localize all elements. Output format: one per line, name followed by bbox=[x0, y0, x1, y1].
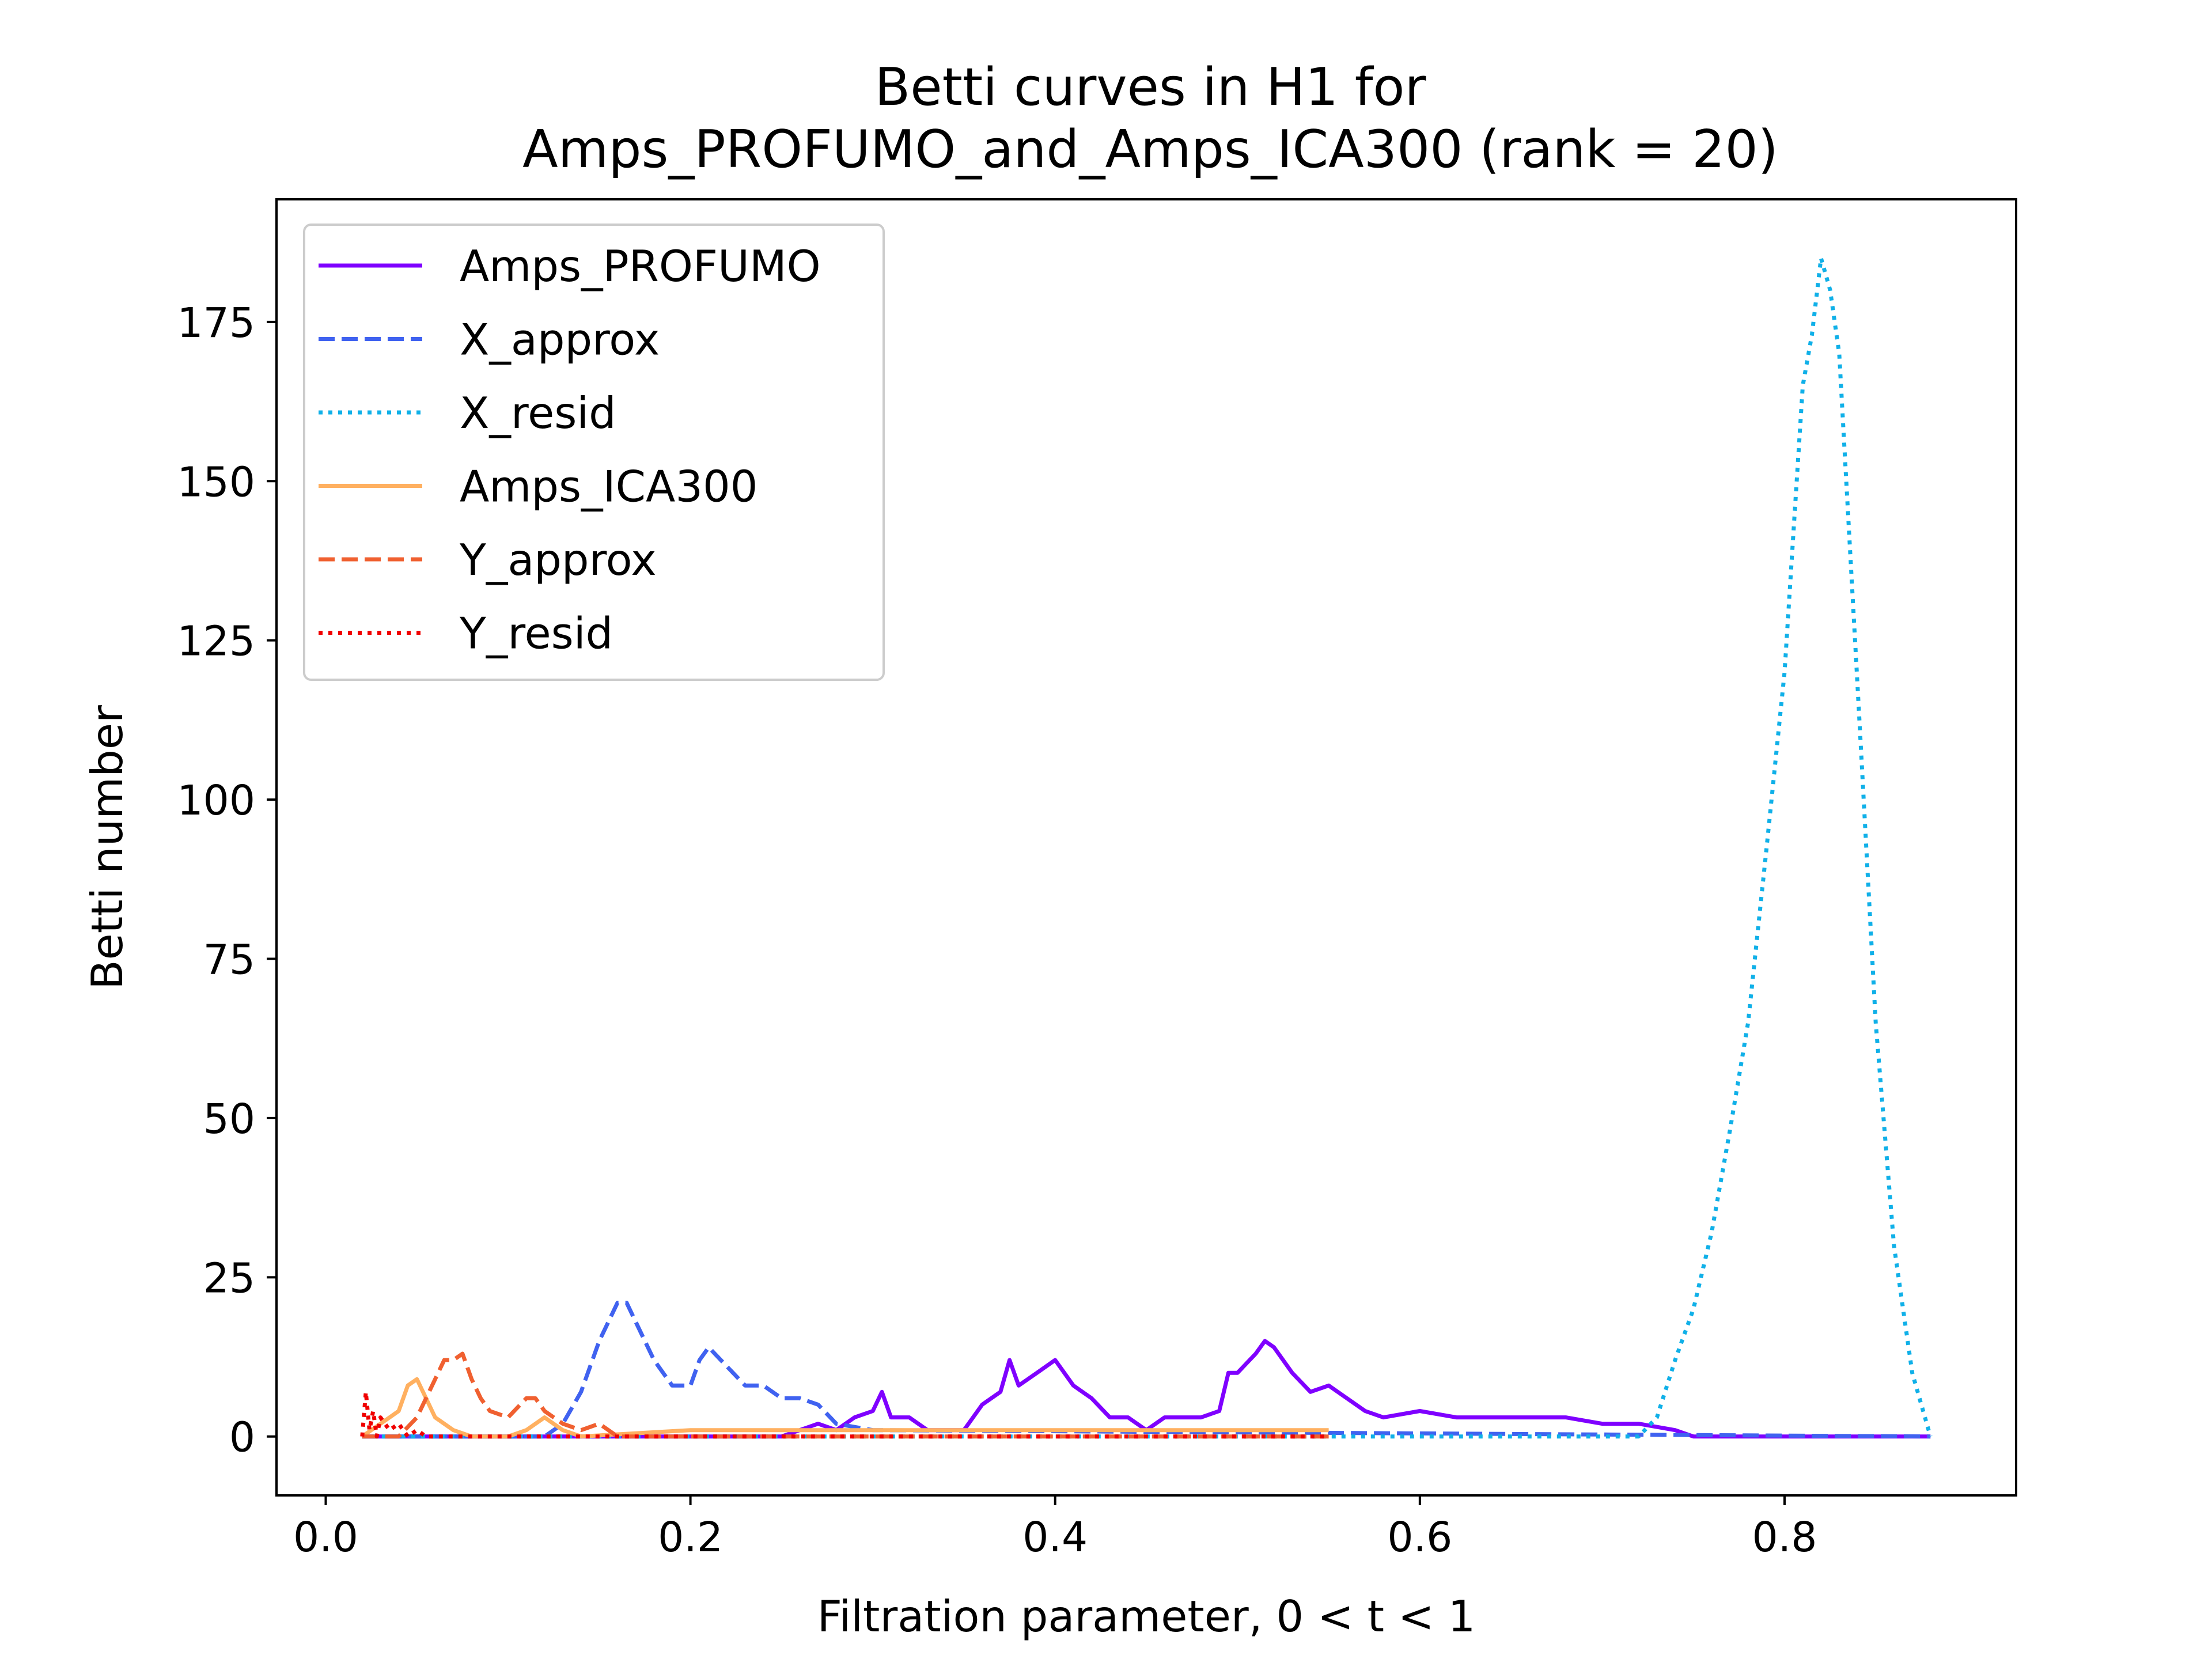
x-axis: 0.0 0.2 0.4 0.6 0.8 bbox=[293, 1495, 1817, 1561]
legend: Amps_PROFUMO X_approx X_resid Amps_ICA300 Y_… bbox=[303, 224, 885, 681]
series-line-y-approx bbox=[362, 1351, 1329, 1439]
x-tick-label: 0.2 bbox=[658, 1513, 723, 1561]
legend-label: Amps_ICA300 bbox=[460, 461, 758, 512]
legend-label: X_resid bbox=[460, 388, 616, 438]
y-axis-label: Betti number bbox=[82, 705, 132, 990]
legend-box bbox=[303, 224, 885, 681]
y-tick-label: 50 bbox=[203, 1095, 255, 1143]
legend-label: Y_resid bbox=[459, 608, 613, 659]
series-line-x-resid bbox=[362, 256, 1933, 1439]
y-tick-label: 175 bbox=[177, 299, 255, 347]
x-axis-label: Filtration parameter, 0 < t < 1 bbox=[817, 1591, 1476, 1642]
x-tick-label: 0.8 bbox=[1752, 1513, 1817, 1561]
y-tick-label: 25 bbox=[203, 1254, 255, 1302]
plot-frame bbox=[275, 198, 2017, 1497]
series-line-x-approx bbox=[362, 1301, 1931, 1439]
legend-label: Y_approx bbox=[459, 535, 657, 585]
series-line-y-resid bbox=[360, 1389, 1329, 1439]
chart-title-line2: Amps_PROFUMO_and_Amps_ICA300 (rank = 20) bbox=[522, 119, 1778, 180]
legend-label: X_approx bbox=[460, 315, 660, 365]
y-axis: 0 25 50 75 100 125 150 175 bbox=[177, 299, 276, 1461]
y-tick-label: 100 bbox=[177, 777, 255, 824]
x-tick-label: 0.4 bbox=[1022, 1513, 1088, 1561]
x-tick-label: 0.0 bbox=[293, 1513, 358, 1561]
legend-label: Amps_PROFUMO bbox=[460, 241, 821, 291]
y-tick-label: 150 bbox=[177, 458, 255, 506]
series-line-amps-profumo bbox=[362, 1339, 1931, 1439]
y-tick-label: 0 bbox=[229, 1414, 255, 1461]
y-tick-label: 125 bbox=[177, 618, 255, 665]
series-layer bbox=[360, 256, 1933, 1439]
chart-title-line1: Betti curves in H1 for bbox=[875, 57, 1426, 118]
x-tick-label: 0.6 bbox=[1387, 1513, 1452, 1561]
y-tick-label: 75 bbox=[203, 935, 255, 983]
